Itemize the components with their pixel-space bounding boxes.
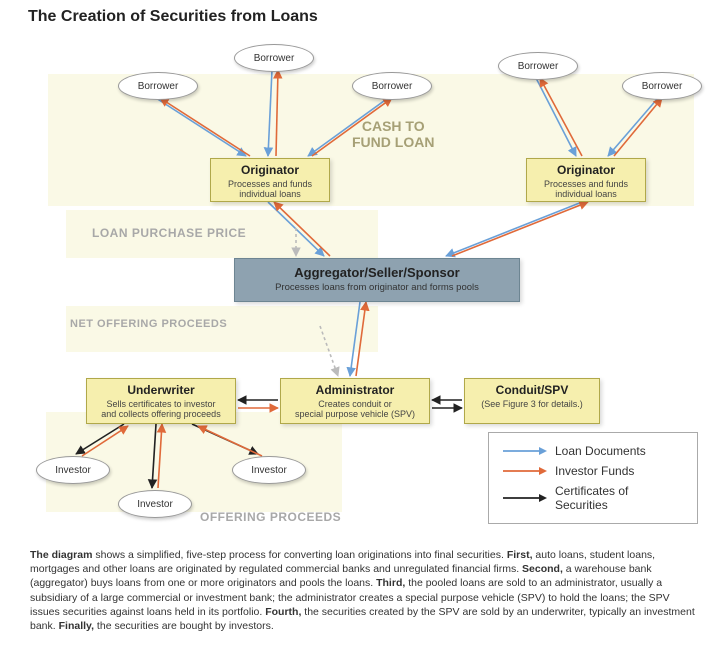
- ellipse-borrower5: Borrower: [622, 72, 702, 100]
- node-aggregator: Aggregator/Seller/Sponsor Processes loan…: [234, 258, 520, 302]
- caption: The diagram shows a simplified, five-ste…: [30, 548, 698, 633]
- node-originator-2: Originator Processes and fundsindividual…: [526, 158, 646, 202]
- node-title: Underwriter: [93, 383, 229, 397]
- node-sub: Processes loans from originator and form…: [241, 282, 513, 293]
- ellipse-investor3: Investor: [232, 456, 306, 484]
- node-title: Aggregator/Seller/Sponsor: [241, 265, 513, 280]
- ellipse-borrower2: Borrower: [234, 44, 314, 72]
- page-title: The Creation of Securities from Loans: [28, 8, 318, 26]
- node-title: Conduit/SPV: [471, 383, 593, 397]
- node-title: Originator: [533, 163, 639, 177]
- node-sub: Sells certificates to investorand collec…: [93, 399, 229, 420]
- node-sub: Processes and fundsindividual loans: [217, 179, 323, 200]
- node-administrator: Administrator Creates conduit orspecial …: [280, 378, 430, 424]
- node-underwriter: Underwriter Sells certificates to invest…: [86, 378, 236, 424]
- node-sub: Processes and fundsindividual loans: [533, 179, 639, 200]
- legend: Loan Documents Investor Funds Certificates…: [488, 432, 698, 524]
- node-sub: (See Figure 3 for details.): [471, 399, 593, 409]
- node-sub: Creates conduit orspecial purpose vehicl…: [287, 399, 423, 420]
- legend-label: Loan Documents: [555, 444, 646, 458]
- label-offering-proceeds: OFFERING PROCEEDS: [200, 510, 341, 524]
- ellipse-investor1: Investor: [36, 456, 110, 484]
- node-title: Originator: [217, 163, 323, 177]
- node-conduit-spv: Conduit/SPV (See Figure 3 for details.): [464, 378, 600, 424]
- label-net-offering-proceeds: NET OFFERING PROCEEDS: [70, 318, 227, 330]
- legend-row: Certificates of Securities: [501, 481, 685, 515]
- node-title: Administrator: [287, 383, 423, 397]
- label-loan-purchase-price: LOAN PURCHASE PRICE: [92, 226, 246, 240]
- ellipse-borrower3: Borrower: [352, 72, 432, 100]
- legend-row: Investor Funds: [501, 461, 685, 481]
- legend-row: Loan Documents: [501, 441, 685, 461]
- ellipse-borrower1: Borrower: [118, 72, 198, 100]
- ellipse-investor2: Investor: [118, 490, 192, 518]
- legend-label: Certificates of Securities: [555, 484, 675, 512]
- ellipse-borrower4: Borrower: [498, 52, 578, 80]
- legend-label: Investor Funds: [555, 464, 634, 478]
- band-label-cash: CASH TOFUND LOAN: [352, 118, 434, 150]
- node-originator-1: Originator Processes and fundsindividual…: [210, 158, 330, 202]
